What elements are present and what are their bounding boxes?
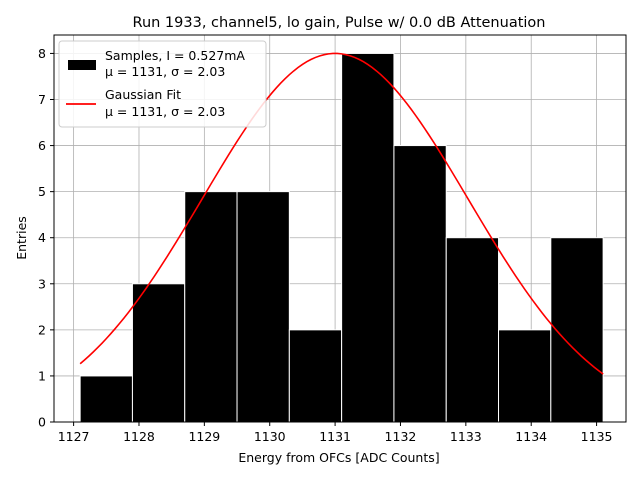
y-tick-label: 4 <box>38 230 46 245</box>
x-axis-label: Energy from OFCs [ADC Counts] <box>238 450 439 465</box>
x-axis-ticks: 1127 1128 1129 1130 1131 1132 1133 1134 1135 <box>58 422 613 444</box>
chart-title: Run 1933, channel5, lo gain, Pulse w/ 0.… <box>133 15 546 31</box>
histogram-bar <box>79 375 133 423</box>
histogram-bar <box>445 237 500 423</box>
legend-swatch-samples <box>68 60 96 70</box>
x-tick-label: 1129 <box>188 429 220 444</box>
y-tick-label: 1 <box>38 368 46 383</box>
histogram-bar <box>498 329 552 423</box>
y-tick-label: 5 <box>38 184 46 199</box>
histogram-bar <box>184 191 238 423</box>
histogram-bar <box>288 329 343 423</box>
histogram-bar <box>341 52 395 423</box>
x-tick-label: 1134 <box>515 429 547 444</box>
y-tick-label: 8 <box>38 46 46 61</box>
y-tick-label: 2 <box>38 322 46 337</box>
x-tick-label: 1135 <box>581 429 613 444</box>
gaussian-fit-curve <box>79 52 604 375</box>
y-axis-label: Entries <box>14 216 29 260</box>
legend-label-fit: Gaussian Fit <box>105 87 181 102</box>
legend-box <box>58 40 267 128</box>
y-axis-ticks: 0 1 2 3 4 5 6 7 8 <box>38 46 54 430</box>
histogram-bar <box>393 145 447 423</box>
x-tick-label: 1131 <box>319 429 351 444</box>
legend-label-samples: Samples, I = 0.527mA <box>105 48 245 63</box>
x-tick-label: 1130 <box>254 429 286 444</box>
legend-label-samples-stats: μ = 1131, σ = 2.03 <box>105 64 225 79</box>
x-tick-label: 1127 <box>58 429 90 444</box>
legend: Samples, I = 0.527mA μ = 1131, σ = 2.03 … <box>58 40 267 128</box>
histogram-bar <box>550 237 604 423</box>
x-tick-label: 1128 <box>123 429 155 444</box>
y-tick-label: 0 <box>38 415 46 430</box>
plot-frame <box>53 34 627 423</box>
histogram-bars <box>79 52 604 423</box>
x-tick-label: 1133 <box>450 429 482 444</box>
histogram-bar <box>131 283 186 423</box>
y-tick-label: 7 <box>38 92 46 107</box>
y-tick-label: 6 <box>38 138 46 153</box>
x-tick-label: 1132 <box>385 429 417 444</box>
legend-label-fit-stats: μ = 1131, σ = 2.03 <box>105 104 225 119</box>
y-tick-label: 3 <box>38 276 46 291</box>
histogram-bar <box>236 191 290 423</box>
